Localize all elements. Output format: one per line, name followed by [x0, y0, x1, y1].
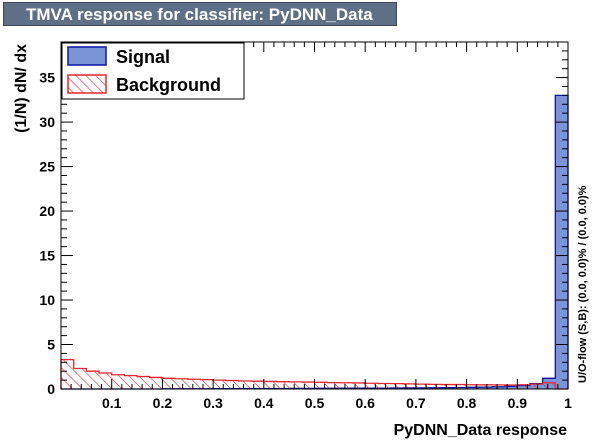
background-bar	[517, 384, 530, 389]
y-tick-label: 30	[39, 114, 55, 130]
overflow-note: U/O-flow (S,B): (0.0, 0.0)% / (0.0, 0.0)…	[577, 185, 589, 383]
legend-label-background: Background	[116, 75, 221, 95]
background-bar	[200, 379, 214, 389]
background-bar	[162, 378, 176, 389]
background-bar	[289, 381, 302, 389]
background-bar	[301, 382, 315, 389]
chart-title-box: TMVA response for classifier: PyDNN_Data	[3, 2, 397, 26]
y-axis-title: (1/N) dN/ dx	[13, 44, 30, 133]
background-bar	[187, 379, 201, 389]
background-bar	[479, 384, 492, 389]
x-tick-label: 0.3	[203, 395, 223, 411]
x-tick-label: 0.6	[355, 395, 375, 411]
x-tick-label: 0.1	[102, 395, 122, 411]
background-bar	[225, 380, 239, 389]
background-bar	[466, 384, 480, 389]
background-bar	[61, 359, 74, 389]
background-bar	[149, 377, 163, 389]
y-tick-label: 25	[39, 159, 55, 175]
x-tick-label: 1	[564, 395, 572, 411]
x-tick-label: 0.7	[406, 395, 426, 411]
background-bar	[441, 384, 454, 389]
y-tick-label: 0	[47, 381, 55, 397]
background-bar	[352, 382, 366, 389]
background-bar	[529, 384, 543, 389]
background-bar	[403, 383, 416, 389]
background-bar	[542, 382, 556, 389]
background-bar	[238, 380, 252, 389]
background-bar	[124, 375, 138, 389]
background-bar	[491, 384, 505, 389]
background-bar	[213, 380, 226, 389]
background-series	[60, 358, 568, 390]
plot-area	[61, 42, 568, 389]
background-bar	[137, 376, 150, 389]
background-bar	[175, 378, 188, 389]
legend: Signal Background	[61, 42, 245, 100]
y-tick-label: 10	[39, 292, 55, 308]
background-bar	[428, 384, 442, 389]
background-bar	[276, 381, 290, 389]
background-bar	[365, 383, 378, 389]
signal-bar	[555, 95, 568, 389]
background-bar	[263, 381, 277, 389]
x-tick-label: 0.5	[305, 395, 325, 411]
background-bar	[73, 368, 87, 389]
legend-swatch-background	[67, 74, 107, 94]
x-tick-label: 0.9	[508, 395, 528, 411]
legend-swatch-signal	[67, 46, 107, 66]
y-tick-label: 20	[39, 203, 55, 219]
x-tick-label: 0.8	[457, 395, 477, 411]
x-axis-title: PyDNN_Data response	[394, 422, 568, 439]
x-tick-label: 0.2	[153, 395, 173, 411]
background-bar	[339, 382, 353, 389]
background-bar	[453, 384, 467, 389]
background-bar	[99, 372, 112, 389]
background-bar	[86, 371, 100, 389]
x-tick-label: 0.4	[254, 395, 274, 411]
background-bar	[111, 374, 125, 389]
y-tick-label: 35	[39, 70, 55, 86]
background-bar	[377, 383, 391, 389]
background-bar	[327, 382, 340, 389]
background-bar	[415, 384, 429, 389]
background-outline	[60, 358, 568, 390]
chart-title: TMVA response for classifier: PyDNN_Data	[26, 5, 373, 24]
background-bar	[504, 384, 518, 389]
background-bar	[314, 382, 328, 389]
legend-label-signal: Signal	[116, 47, 170, 67]
background-bar	[251, 381, 264, 389]
y-tick-label: 5	[47, 337, 55, 353]
y-tick-label: 15	[39, 248, 55, 264]
background-bar	[390, 383, 404, 389]
